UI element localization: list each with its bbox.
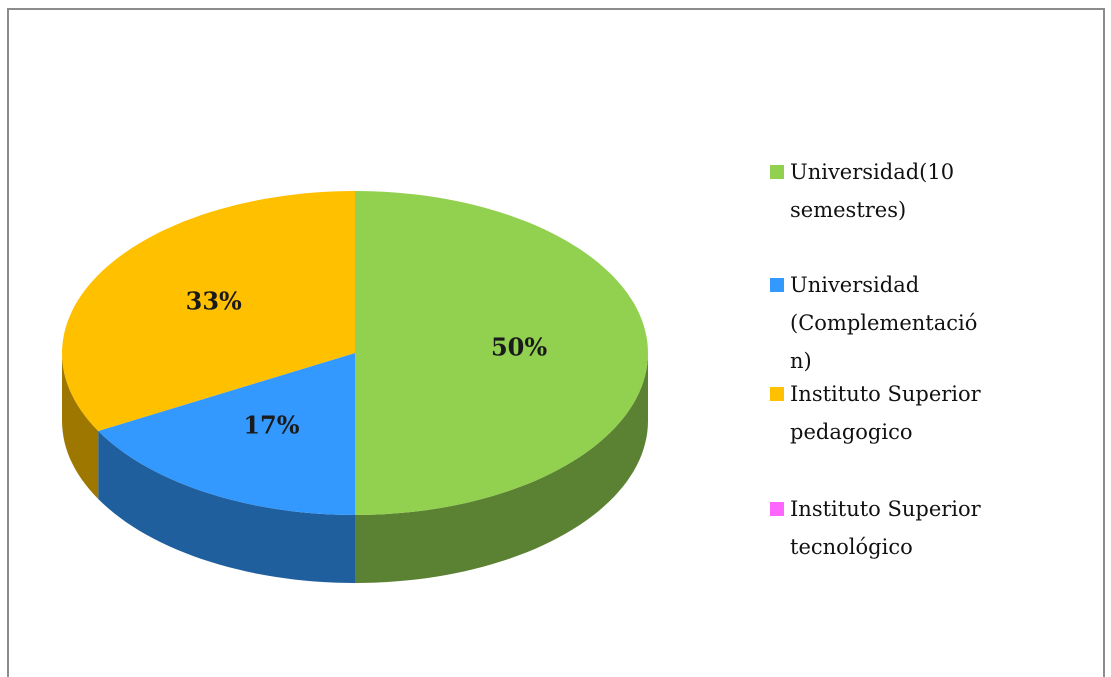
value-labels: 50% 17% 33% bbox=[186, 286, 548, 439]
value-label: 50% bbox=[491, 333, 547, 362]
legend-item: Instituto Superior tecnológico bbox=[770, 490, 985, 566]
legend-label: Instituto Superior pedagogico bbox=[790, 382, 981, 444]
slice bbox=[62, 191, 355, 431]
pie-tops bbox=[62, 191, 648, 515]
slice-side bbox=[355, 353, 648, 583]
chart-frame bbox=[7, 8, 1105, 677]
slice bbox=[98, 353, 355, 515]
value-label: 33% bbox=[186, 286, 242, 315]
legend-item: Instituto Superior pedagogico bbox=[770, 375, 985, 451]
slice bbox=[355, 191, 648, 515]
legend-swatch bbox=[770, 165, 784, 179]
legend-label: Universidad(10 semestres) bbox=[790, 160, 955, 222]
legend-item: Universidad(10 semestres) bbox=[770, 153, 985, 229]
legend-label: Instituto Superior tecnológico bbox=[790, 497, 981, 559]
value-label: 17% bbox=[243, 411, 299, 440]
legend-swatch bbox=[770, 278, 784, 292]
slice-side bbox=[62, 353, 99, 499]
legend-label: Universidad (Complementación) bbox=[790, 273, 978, 373]
legend-item: Universidad (Complementación) bbox=[770, 266, 985, 380]
pie-sides bbox=[62, 353, 648, 583]
slice-side bbox=[98, 431, 355, 583]
legend-swatch bbox=[770, 502, 784, 516]
legend-swatch bbox=[770, 387, 784, 401]
